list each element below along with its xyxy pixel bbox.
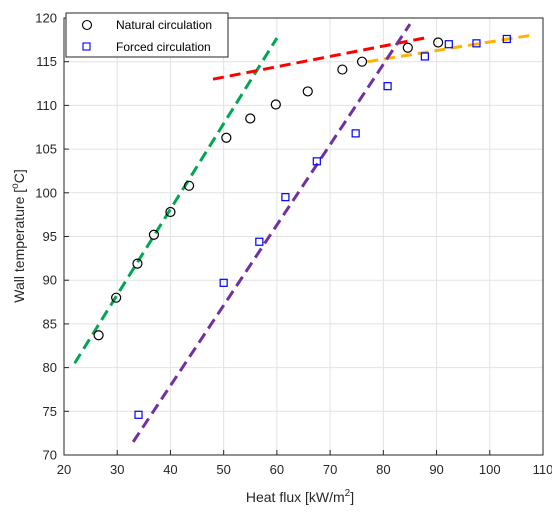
x-tick-label: 90 xyxy=(429,462,443,477)
y-tick-label: 85 xyxy=(43,316,57,331)
x-tick-label: 50 xyxy=(216,462,230,477)
y-tick-label: 80 xyxy=(43,360,57,375)
x-tick-label: 40 xyxy=(163,462,177,477)
y-tick-label: 95 xyxy=(43,229,57,244)
y-tick-label: 75 xyxy=(43,404,57,419)
data-point-forced xyxy=(502,34,511,44)
y-tick-label: 100 xyxy=(35,185,57,200)
data-point-natural xyxy=(270,99,281,110)
data-point-forced xyxy=(420,52,429,61)
data-point-forced xyxy=(383,82,392,91)
data-point-natural xyxy=(148,229,160,240)
x-tick-label: 80 xyxy=(376,462,390,477)
x-tick-label: 20 xyxy=(57,462,71,477)
y-tick-label: 115 xyxy=(36,54,57,69)
legend-box xyxy=(65,12,229,58)
data-point-natural xyxy=(402,42,413,53)
data-point-forced xyxy=(444,40,453,49)
data-points xyxy=(93,34,511,419)
trend-lines xyxy=(73,23,530,443)
data-point-forced xyxy=(351,129,360,138)
y-tick-label: 70 xyxy=(43,448,57,463)
data-point-natural xyxy=(111,292,122,303)
data-point-natural xyxy=(132,258,143,269)
legend-marker-forced xyxy=(82,42,91,51)
data-point-forced xyxy=(219,278,228,287)
x-axis-label: Heat flux [kW/m2] xyxy=(246,488,354,505)
legend-label-forced: Forced circulation xyxy=(116,40,211,54)
x-tick-label: 110 xyxy=(533,462,552,477)
y-tick-label: 120 xyxy=(35,11,57,26)
y-tick-label: 90 xyxy=(43,273,57,288)
data-point-natural xyxy=(183,180,195,191)
data-point-natural xyxy=(93,330,104,341)
data-point-natural xyxy=(356,56,368,67)
x-tick-label: 30 xyxy=(110,462,124,477)
trend-line-1 xyxy=(212,35,429,81)
data-point-forced xyxy=(134,410,143,419)
legend-label-natural: Natural circulation xyxy=(116,18,212,32)
trend-line-2 xyxy=(367,33,530,64)
data-point-forced xyxy=(255,237,264,246)
data-point-natural xyxy=(165,206,176,218)
x-tick-label: 60 xyxy=(270,462,284,477)
trend-line-3 xyxy=(131,23,412,443)
y-tick-label: 105 xyxy=(35,142,57,157)
data-point-forced xyxy=(281,193,290,202)
data-point-natural xyxy=(337,64,348,75)
tick-labels: 20 30 40 50 60 70 80 90 100 110 70 75 80 85 90 95 100 105… xyxy=(35,11,552,478)
data-point-natural xyxy=(433,37,444,48)
data-point-natural xyxy=(245,113,256,124)
grid xyxy=(63,17,544,456)
data-point-natural xyxy=(302,86,313,97)
data-point-natural xyxy=(221,132,232,143)
data-point-forced xyxy=(312,157,321,166)
x-tick-label: 70 xyxy=(323,462,337,477)
data-point-forced xyxy=(472,39,481,48)
y-tick-label: 110 xyxy=(36,98,57,113)
x-tick-label: 100 xyxy=(479,462,501,477)
y-axis-label: Wall temperature [oC] xyxy=(10,169,27,302)
legend-marker-natural xyxy=(81,19,93,31)
legend: Natural circulation Forced circulation xyxy=(65,12,229,58)
trend-line-0 xyxy=(73,37,279,365)
